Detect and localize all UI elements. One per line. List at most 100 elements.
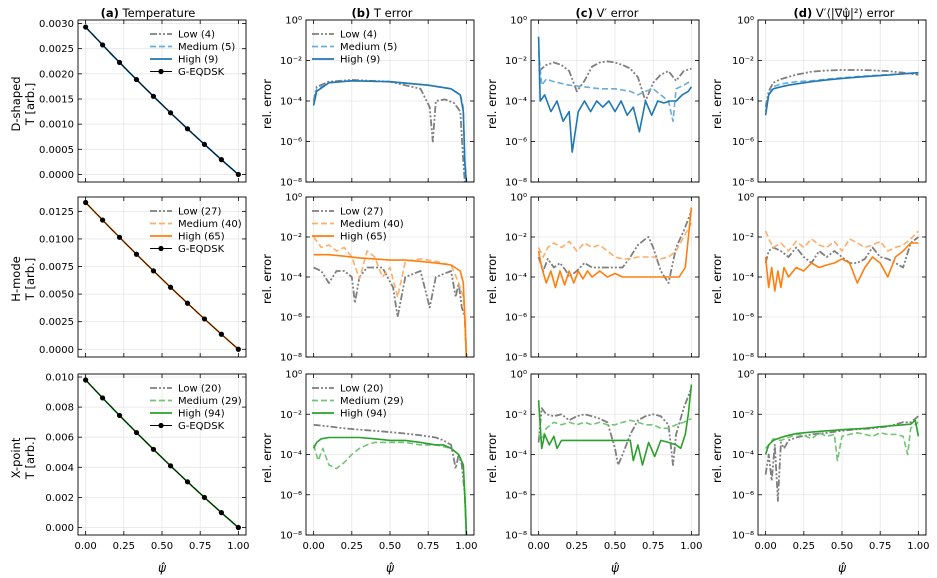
plot-area [83,377,241,531]
legend-label: G-EQDSK [178,67,225,78]
error-ylabel-c-row3: rel. error [485,433,499,483]
x-tick-label: 0.75 [869,541,891,552]
x-tick-label: 0.25 [566,541,588,552]
y-tick-label: 10⁻⁸ [732,353,754,364]
x-tick-label: 0.75 [417,541,439,552]
row-label-h-mode: H-modeT [arb.] [9,256,37,301]
series-line-medium [537,222,693,260]
panel-x-point-d: 0.00 0.25 0.50 0.75 1.00 10⁰ 10⁻² 10⁻⁴ 10⁻⁶ 10⁻⁸ [732,370,930,553]
y-tick-label: 10⁻² [280,233,302,244]
y-tick-label: 10⁻⁶ [505,137,527,148]
panel-d-shaped-b: 10⁰ 10⁻² 10⁻⁴ 10⁻⁶ 10⁻⁸ Low (4)Medium (5) High… [280,16,475,189]
legend: Low (4)Medium (5) High (9) [312,30,397,66]
y-tick-label: 0.006 [45,433,74,444]
y-tick-label: 0.002 [45,493,74,504]
legend-label: Low (4) [178,30,215,41]
legend-label: Low (20) [340,384,383,395]
legend: Low (27)Medium (40) High (65)G-EQDSK [150,207,242,255]
y-tick-label: 10⁻⁶ [280,313,302,324]
panel-h-mode-a: 0.0125 0.0100 0.0075 0.0050 0.0025 0.0000 Low … [39,196,247,358]
x-tick-label: 1.00 [227,541,249,552]
data-point-g-eqdsk [201,141,208,148]
legend-label: High (9) [178,55,218,66]
data-point-g-eqdsk [133,429,140,436]
data-point-g-eqdsk [184,126,191,132]
x-tick-label: 0.75 [642,541,664,552]
y-tick-label: 0.0005 [39,145,74,156]
data-point-g-eqdsk [83,24,89,30]
series-line-medium [312,441,468,535]
y-tick-label: 10⁻⁶ [505,490,527,501]
error-ylabel-b-row2: rel. error [260,254,274,304]
panel-h-mode-c: 10⁰ 10⁻² 10⁻⁴ 10⁻⁶ 10⁻⁸ [505,193,700,364]
plot-area [537,207,693,289]
column-title-a: (a) Temperature [101,6,196,20]
data-point-g-eqdsk [201,494,208,501]
xlabel-d: ψ̂ [838,561,847,575]
legend-marker-g-eqdsk [158,68,164,75]
y-tick-label: 10⁻⁴ [280,273,302,284]
y-tick-label: 10⁻⁶ [732,490,754,501]
series-line-g-eqdsk [85,379,239,528]
y-tick-label: 10⁰ [510,16,527,27]
y-tick-label: 10⁻⁸ [280,178,302,189]
legend-label: Medium (29) [340,396,404,407]
legend-label: Low (27) [340,207,383,218]
legend-label: G-EQDSK [178,421,225,432]
y-tick-label: 0.008 [45,403,74,414]
y-tick-label: 10⁰ [285,370,302,381]
series-line-low [312,79,467,182]
data-point-g-eqdsk [83,377,89,383]
y-tick-label: 0.000 [45,523,74,534]
x-tick-label: 0.00 [75,541,97,552]
column-title-c: (c) V′ error [576,6,639,20]
legend-label: High (65) [178,232,225,243]
series-line-high [312,436,468,535]
data-point-g-eqdsk [235,524,241,531]
x-tick-label: 0.50 [831,541,853,552]
y-tick-label: 0.0015 [39,94,74,105]
y-tick-label: 10⁻⁶ [732,313,754,324]
x-tick-label: 0.25 [793,541,815,552]
data-point-g-eqdsk [150,446,157,452]
xlabel-b: ψ̂ [386,561,395,575]
row-label-d-shaped: D-shapedT [arb.] [9,76,37,131]
data-point-g-eqdsk [218,157,225,163]
legend-label: Medium (40) [178,219,242,230]
data-point-g-eqdsk [99,395,106,401]
error-ylabel-d-row1: rel. error [710,79,724,129]
legend-label: Low (20) [178,384,221,395]
legend-label: High (65) [340,232,387,243]
y-tick-label: 10⁻⁴ [505,273,527,284]
y-tick-label: 10⁻² [732,410,754,421]
y-tick-label: 10⁰ [737,370,754,381]
y-tick-label: 10⁻⁴ [732,273,754,284]
data-point-g-eqdsk [167,463,174,469]
y-tick-label: 0.0075 [39,262,74,273]
x-tick-label: 0.00 [528,541,550,552]
error-ylabel-b-row3: rel. error [260,433,274,483]
legend-label: High (94) [178,409,225,420]
y-tick-label: 10⁻² [505,56,527,67]
plot-area [83,24,241,178]
error-ylabel-d-row2: rel. error [710,254,724,304]
series-line-low [537,387,693,466]
y-tick-label: 0.0020 [39,69,74,80]
data-point-g-eqdsk [83,199,89,206]
plot-area [83,199,241,352]
y-tick-label: 10⁻⁴ [280,97,302,108]
series-line-low [764,69,919,108]
data-point-g-eqdsk [133,76,140,83]
data-point-g-eqdsk [184,300,191,306]
y-tick-label: 10⁰ [510,370,527,381]
y-tick-label: 0.0025 [39,44,74,55]
panel-x-point-b: 0.00 0.25 0.50 0.75 1.00 10⁰ 10⁻² 10⁻⁴ 10⁻⁶ 10⁻⁸ L… [280,370,478,553]
legend-label: High (94) [340,409,387,420]
y-tick-label: 10⁻² [505,233,527,244]
x-tick-label: 0.25 [341,541,363,552]
panel-d-shaped-a: 0.0030 0.0025 0.0020 0.0015 0.0010 0.0005 0.00… [39,19,247,183]
y-tick-label: 0.010 [45,373,74,384]
legend-label: Low (27) [178,207,221,218]
plot-area [764,69,919,116]
y-tick-label: 10⁻⁸ [732,178,754,189]
